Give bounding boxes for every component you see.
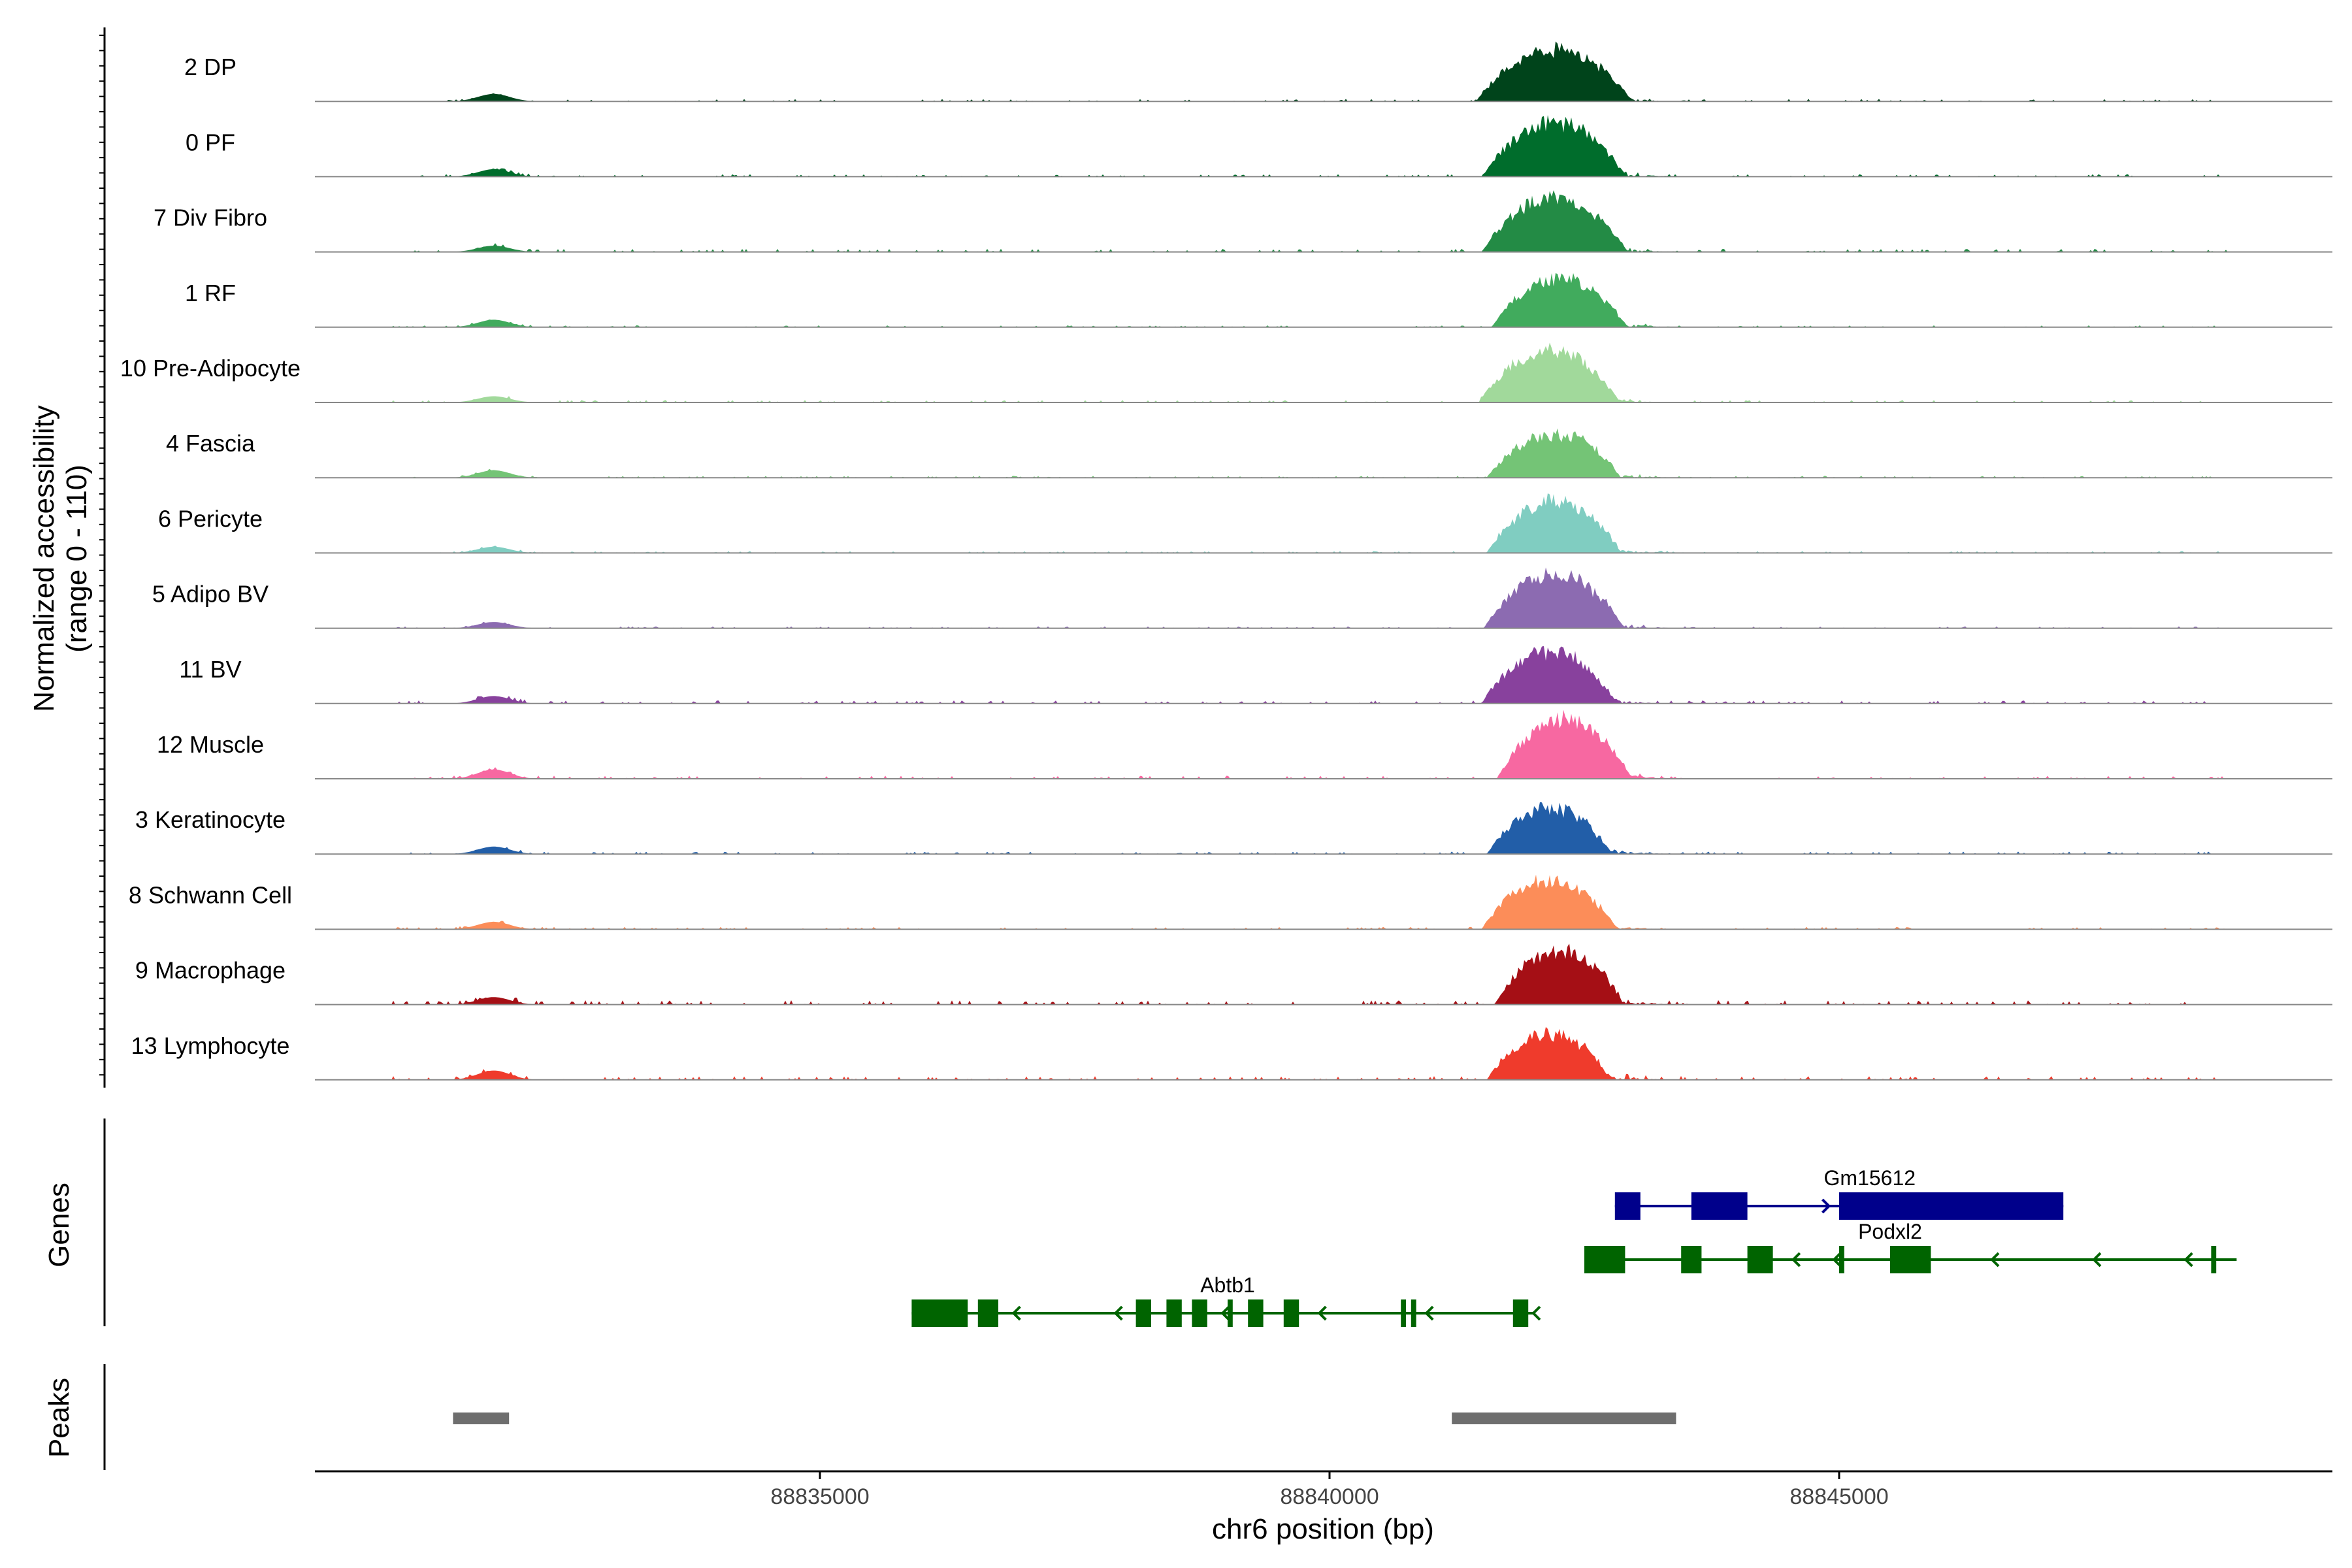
peak-bar: [1452, 1413, 1676, 1424]
x-tick-label: 88835000: [770, 1484, 869, 1509]
gene-exon: [1747, 1246, 1773, 1273]
track-0: 2 DP: [184, 41, 2332, 103]
track-label: 4 Fascia: [166, 430, 255, 457]
gene-exon: [977, 1299, 998, 1327]
strand-arrow: [1791, 1252, 1801, 1267]
gene-label: Gm15612: [1824, 1166, 1916, 1190]
strand-arrow: [1531, 1305, 1541, 1321]
track-1: 0 PF: [186, 115, 2332, 178]
coverage-area: [315, 943, 2332, 1005]
track-label: 9 Macrophage: [135, 957, 286, 984]
coverage-tracks: 2 DP 0 PF 7 Div Fibro 1 RF 10 Pre-Adipocyte 4…: [120, 41, 2332, 1081]
track-3: 1 RF: [185, 273, 2332, 328]
gene-exon: [1691, 1192, 1748, 1220]
tracks-ylabel-line2: (range 0 - 110): [61, 465, 93, 653]
gene-exon: [1411, 1299, 1416, 1327]
track-label: 12 Muscle: [157, 731, 264, 758]
strand-arrow: [2183, 1252, 2193, 1267]
track-label: 13 Lymphocyte: [131, 1032, 290, 1059]
gene-Podxl2: Podxl2: [1584, 1220, 2237, 1273]
strand-arrow: [1990, 1252, 2000, 1267]
tracks-y-axis: [99, 27, 106, 1088]
gene-exon: [1135, 1299, 1151, 1327]
track-4: 10 Pre-Adipocyte: [120, 342, 2332, 403]
gene-exon: [1512, 1299, 1529, 1327]
track-8: 11 BV: [179, 646, 2332, 704]
gene-exon: [1614, 1192, 1641, 1220]
genes-ylabel: Genes: [43, 1183, 75, 1267]
gene-exon: [1166, 1299, 1182, 1327]
track-label: 11 BV: [179, 656, 241, 683]
gene-exon: [1839, 1192, 2064, 1220]
track-13: 13 Lymphocyte: [131, 1026, 2332, 1081]
peaks-ylabel: Peaks: [43, 1378, 75, 1458]
strand-arrow: [1617, 1198, 1627, 1214]
x-axis-label: chr6 position (bp): [1212, 1513, 1434, 1545]
peaks-panel: [103, 1364, 1676, 1470]
strand-arrow: [1011, 1305, 1021, 1321]
x-tick-label: 88840000: [1280, 1484, 1379, 1509]
strand-arrow: [1220, 1305, 1230, 1321]
tracks-ylabel-line1: Normalized accessibility: [28, 405, 60, 711]
strand-arrow: [1424, 1305, 1434, 1321]
gene-exon: [1839, 1246, 1844, 1273]
track-10: 3 Keratinocyte: [135, 802, 2332, 855]
gene-label: Abtb1: [1200, 1273, 1255, 1297]
gene-exon: [1681, 1246, 1702, 1273]
track-12: 9 Macrophage: [135, 943, 2332, 1005]
track-label: 10 Pre-Adipocyte: [120, 355, 301, 382]
gene-label: Podxl2: [1858, 1220, 1922, 1243]
strand-arrow: [1113, 1305, 1123, 1321]
strand-arrow: [1832, 1252, 1842, 1267]
strand-arrow: [1821, 1198, 1831, 1214]
gene-Abtb1: Abtb1: [911, 1273, 1541, 1327]
genes-panel: Gm15612 Podxl2 Abtb1: [103, 1119, 2237, 1327]
gene-exon: [1228, 1299, 1233, 1327]
gene-exon: [2211, 1246, 2217, 1273]
strand-arrow: [2092, 1252, 2102, 1267]
gene-exon: [1584, 1246, 1625, 1273]
track-label: 1 RF: [185, 280, 236, 306]
x-tick-label: 88845000: [1789, 1484, 1888, 1509]
track-5: 4 Fascia: [166, 428, 2332, 479]
peak-bar: [453, 1413, 510, 1424]
track-label: 6 Pericyte: [158, 505, 263, 532]
track-label: 5 Adipo BV: [152, 581, 269, 608]
gene-exon: [1192, 1299, 1207, 1327]
track-label: 0 PF: [186, 129, 235, 155]
track-label: 7 Div Fibro: [154, 204, 267, 231]
track-11: 8 Schwann Cell: [129, 874, 2332, 930]
track-2: 7 Div Fibro: [154, 190, 2332, 253]
track-label: 2 DP: [184, 54, 237, 80]
gene-exon: [1890, 1246, 1931, 1273]
track-label: 8 Schwann Cell: [129, 881, 292, 908]
track-7: 5 Adipo BV: [152, 567, 2332, 629]
x-axis: 88835000 88840000 88845000: [315, 1470, 2332, 1509]
gene-exon: [911, 1299, 968, 1327]
gene-exon: [1248, 1299, 1264, 1327]
gene-Gm15612: Gm15612: [1614, 1166, 2064, 1220]
track-label: 3 Keratinocyte: [135, 806, 286, 833]
track-9: 12 Muscle: [157, 710, 2332, 779]
strand-arrow: [1317, 1305, 1327, 1321]
gene-exon: [1283, 1299, 1299, 1327]
track-6: 6 Pericyte: [158, 493, 2332, 554]
gene-exon: [1401, 1299, 1406, 1327]
